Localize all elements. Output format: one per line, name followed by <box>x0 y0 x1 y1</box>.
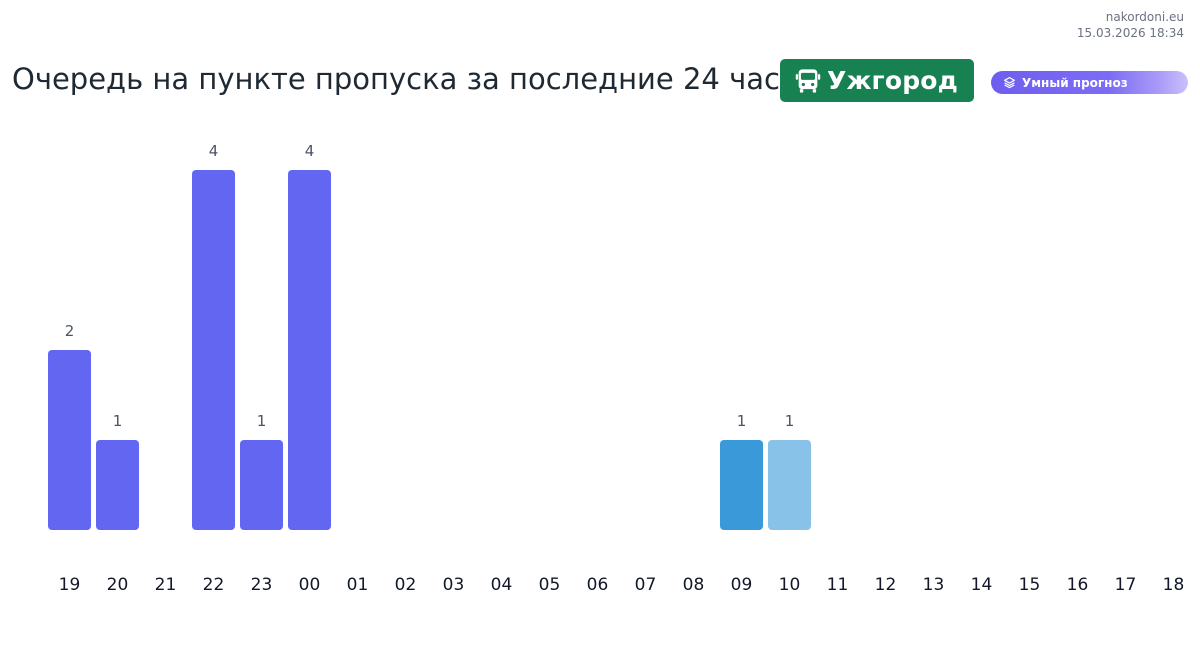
x-tick-label-19: 19 <box>59 575 81 595</box>
bar-00[interactable] <box>288 170 331 530</box>
x-tick-label-06: 06 <box>587 575 609 595</box>
bar-22[interactable] <box>192 170 235 530</box>
x-tick-label-11: 11 <box>827 575 849 595</box>
bar-value-label-22: 4 <box>209 142 219 160</box>
x-tick-label-15: 15 <box>1019 575 1041 595</box>
x-tick-label-20: 20 <box>107 575 129 595</box>
site-info: nakordoni.eu 15.03.2026 18:34 <box>1077 9 1184 41</box>
x-tick-label-21: 21 <box>155 575 177 595</box>
layers-icon <box>1004 77 1015 89</box>
snapshot-datetime: 15.03.2026 18:34 <box>1076 26 1184 40</box>
x-tick-label-14: 14 <box>971 575 993 595</box>
x-tick-label-08: 08 <box>683 575 705 595</box>
bar-19[interactable] <box>48 350 91 530</box>
x-tick-label-03: 03 <box>443 575 465 595</box>
queue-bar-chart: 2 19 1 20 21 4 22 1 23 4 00 01 02 03 04 05 06 07 08 1 09 1 10 1… <box>48 142 1185 595</box>
x-tick-label-18: 18 <box>1163 575 1185 595</box>
bar-value-label-20: 1 <box>113 412 123 430</box>
x-tick-label-07: 07 <box>635 575 657 595</box>
x-tick-label-00: 00 <box>299 575 321 595</box>
bar-value-label-19: 2 <box>65 322 75 340</box>
bar-value-label-10: 1 <box>785 412 795 430</box>
bar-10[interactable] <box>768 440 811 530</box>
x-tick-label-16: 16 <box>1067 575 1089 595</box>
site-name: nakordoni.eu <box>1105 10 1184 24</box>
x-tick-label-05: 05 <box>539 575 561 595</box>
bar-09[interactable] <box>720 440 763 530</box>
bar-value-label-09: 1 <box>737 412 747 430</box>
smart-forecast-button[interactable]: Умный прогноз <box>991 71 1188 94</box>
x-tick-label-22: 22 <box>203 575 225 595</box>
page-title: Очередь на пункте пропуска за последние … <box>12 62 798 96</box>
x-tick-label-04: 04 <box>491 575 513 595</box>
x-tick-label-01: 01 <box>347 575 369 595</box>
bar-value-label-23: 1 <box>257 412 267 430</box>
x-tick-label-02: 02 <box>395 575 417 595</box>
bar-20[interactable] <box>96 440 139 530</box>
x-tick-label-23: 23 <box>251 575 273 595</box>
x-tick-label-10: 10 <box>779 575 801 595</box>
city-name: Ужгород <box>827 66 959 95</box>
bus-icon <box>795 68 821 93</box>
x-tick-label-13: 13 <box>923 575 945 595</box>
x-tick-label-09: 09 <box>731 575 753 595</box>
city-badge[interactable]: Ужгород <box>780 59 974 102</box>
bar-23[interactable] <box>240 440 283 530</box>
bar-value-label-00: 4 <box>305 142 315 160</box>
smart-forecast-label: Умный прогноз <box>1022 75 1128 90</box>
x-tick-label-17: 17 <box>1115 575 1137 595</box>
x-tick-label-12: 12 <box>875 575 897 595</box>
